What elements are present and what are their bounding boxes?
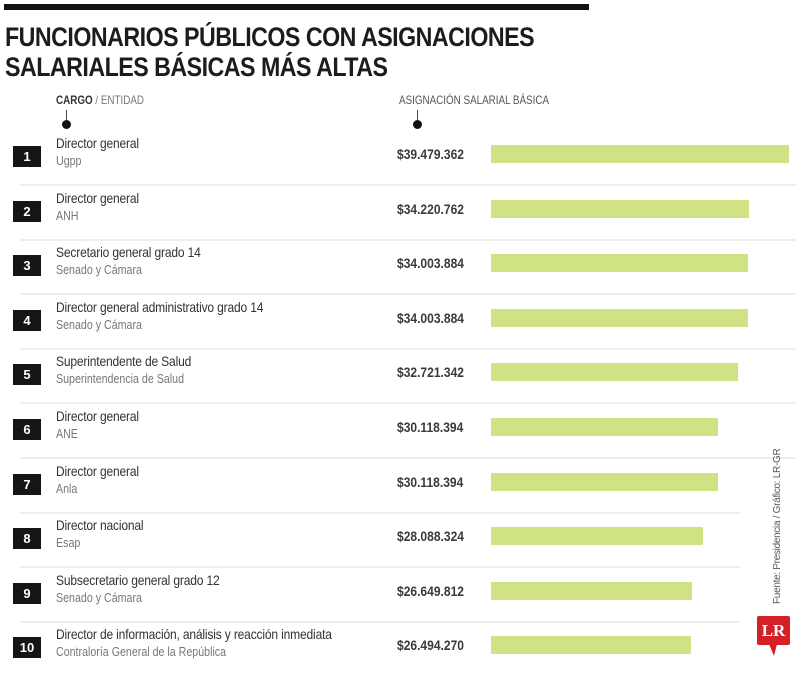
row-divider	[20, 293, 796, 295]
rank-badge: 9	[13, 583, 41, 604]
table-row: 1 Director general Ugpp $39.479.362	[0, 130, 800, 184]
amount-value: $32.721.342	[397, 364, 464, 380]
rank-badge: 10	[13, 637, 41, 658]
rank-badge: 4	[13, 310, 41, 331]
salary-bar	[491, 309, 748, 327]
table-row: 2 Director general ANH $34.220.762	[0, 185, 800, 239]
amount-marker-line	[417, 110, 418, 120]
salary-bar	[491, 636, 691, 654]
rank-badge: 6	[13, 419, 41, 440]
amount-value: $26.494.270	[397, 637, 464, 653]
title-line-1: FUNCIONARIOS PÚBLICOS CON ASIGNACIONES	[5, 22, 535, 52]
table-row: 9 Subsecretario general grado 12 Senado y …	[0, 567, 800, 621]
entidad-text: Ugpp	[56, 153, 82, 168]
amount-value: $34.003.884	[397, 310, 464, 326]
top-rule	[4, 4, 589, 10]
cargo-text: Director de información, análisis y reac…	[56, 626, 332, 642]
table-row: 7 Director general Anla $30.118.394	[0, 458, 800, 512]
cargo-text: Director nacional	[56, 517, 144, 533]
cargo-text: Subsecretario general grado 12	[56, 572, 220, 588]
table-row: 4 Director general administrativo grado 1…	[0, 294, 800, 348]
salary-bar	[491, 582, 692, 600]
cargo-text: Director general	[56, 135, 139, 151]
logo-tail	[769, 644, 777, 656]
amount-value: $30.118.394	[397, 419, 464, 435]
entidad-text: Senado y Cámara	[56, 590, 142, 605]
table-row: 5 Superintendente de Salud Superintendenci…	[0, 348, 800, 402]
amount-value: $34.003.884	[397, 255, 464, 271]
row-divider	[20, 239, 796, 241]
source-credit: Fuente: Presidencia / Gráfico: LR-GR	[772, 448, 783, 604]
column-header-cargo: CARGO / ENTIDAD	[56, 93, 144, 107]
table-row: 3 Secretario general grado 14 Senado y Cám…	[0, 239, 800, 293]
title-line-2: SALARIALES BÁSICAS MÁS ALTAS	[5, 52, 388, 82]
salary-bar	[491, 254, 748, 272]
amount-value: $30.118.394	[397, 474, 464, 490]
table-row: 6 Director general ANE $30.118.394	[0, 403, 800, 457]
amount-value: $39.479.362	[397, 146, 464, 162]
separator-label: /	[92, 93, 101, 107]
amount-value: $26.649.812	[397, 583, 464, 599]
entidad-text: Superintendencia de Salud	[56, 371, 185, 386]
cargo-text: Superintendente de Salud	[56, 353, 192, 369]
column-header-amount: ASIGNACIÓN SALARIAL BÁSICA	[399, 93, 550, 107]
row-divider	[20, 512, 740, 514]
amount-marker-dot-icon	[413, 120, 422, 129]
salary-bar	[491, 200, 749, 218]
entidad-text: Anla	[56, 481, 78, 496]
table-row: 10 Director de información, análisis y re…	[0, 621, 800, 675]
chart-title: FUNCIONARIOS PÚBLICOS CON ASIGNACIONES S…	[5, 22, 535, 82]
entidad-text: Senado y Cámara	[56, 317, 142, 332]
cargo-text: Director general administrativo grado 14	[56, 299, 264, 315]
row-divider	[20, 621, 740, 623]
salary-bar	[491, 363, 738, 381]
salary-bar	[491, 418, 718, 436]
row-divider	[20, 184, 796, 186]
entidad-text: ANH	[56, 208, 79, 223]
rank-badge: 5	[13, 364, 41, 385]
entidad-text: Esap	[56, 535, 81, 550]
entidad-label: ENTIDAD	[100, 93, 145, 107]
cargo-text: Director general	[56, 408, 139, 424]
salary-bar	[491, 473, 718, 491]
cargo-text: Secretario general grado 14	[56, 244, 201, 260]
row-divider	[20, 457, 796, 459]
rank-badge: 2	[13, 201, 41, 222]
salary-bar	[491, 527, 703, 545]
entidad-text: Contraloría General de la República	[56, 644, 227, 659]
amount-value: $28.088.324	[397, 528, 464, 544]
entidad-text: Senado y Cámara	[56, 262, 142, 277]
salary-bar	[491, 145, 789, 163]
lr-logo-icon: LR	[757, 616, 790, 645]
rank-badge: 8	[13, 528, 41, 549]
cargo-marker-dot-icon	[62, 120, 71, 129]
rank-badge: 7	[13, 474, 41, 495]
amount-value: $34.220.762	[397, 201, 464, 217]
row-divider	[20, 566, 740, 568]
row-divider	[20, 402, 796, 404]
rank-badge: 3	[13, 255, 41, 276]
entidad-text: ANE	[56, 426, 78, 441]
cargo-text: Director general	[56, 463, 139, 479]
row-divider	[20, 348, 796, 350]
rank-badge: 1	[13, 146, 41, 167]
cargo-label: CARGO	[56, 93, 93, 107]
table-row: 8 Director nacional Esap $28.088.324	[0, 512, 800, 566]
cargo-marker-line	[66, 110, 67, 120]
cargo-text: Director general	[56, 190, 139, 206]
